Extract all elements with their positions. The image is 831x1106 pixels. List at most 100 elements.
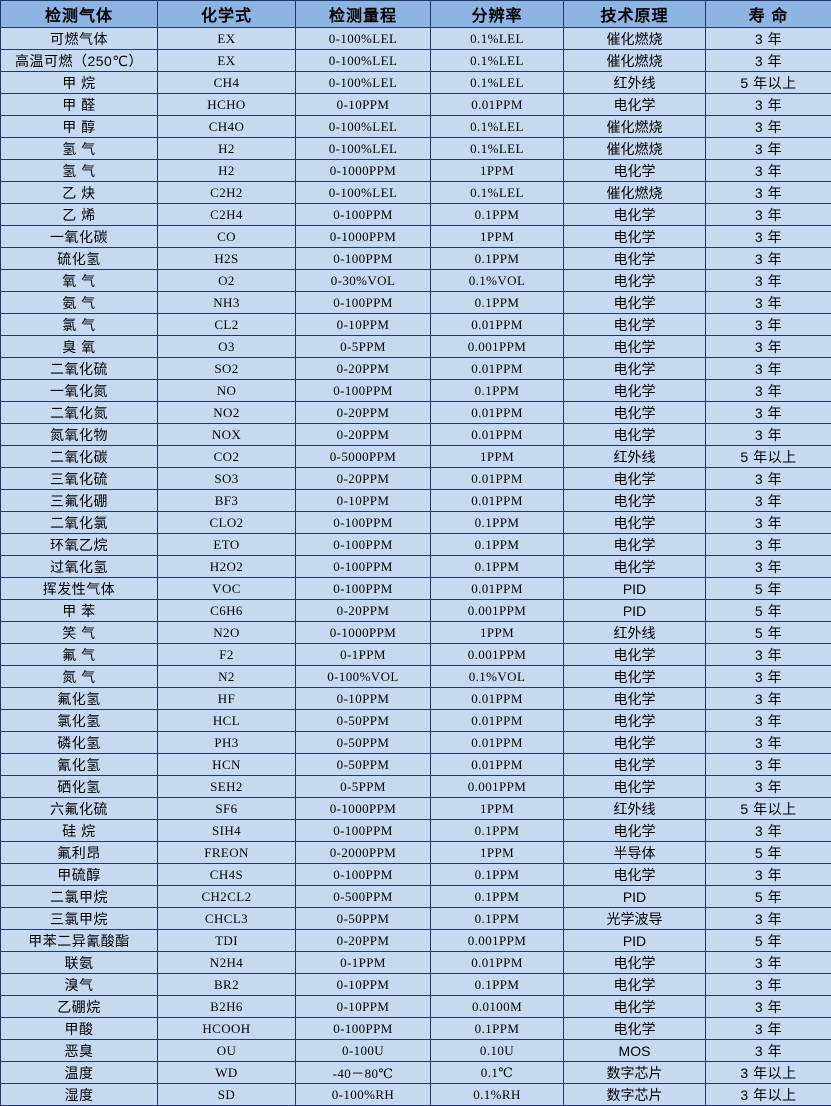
cell-formula: WD bbox=[158, 1062, 296, 1084]
cell-range: 0-100PPM bbox=[296, 820, 431, 842]
cell-name: 笑 气 bbox=[1, 622, 158, 644]
column-header-lifetime: 寿 命 bbox=[706, 1, 831, 28]
cell-res: 0.1%LEL bbox=[431, 182, 564, 204]
cell-range: 0-50PPM bbox=[296, 732, 431, 754]
cell-life: 3 年 bbox=[706, 138, 831, 160]
cell-res: 0.1PPM bbox=[431, 556, 564, 578]
cell-life: 5 年 bbox=[706, 930, 831, 952]
cell-tech: 电化学 bbox=[564, 666, 706, 688]
cell-range: 0-100PPM bbox=[296, 534, 431, 556]
cell-range: 0-100%LEL bbox=[296, 116, 431, 138]
cell-tech: 光学波导 bbox=[564, 908, 706, 930]
cell-tech: 电化学 bbox=[564, 402, 706, 424]
cell-formula: NO2 bbox=[158, 402, 296, 424]
cell-life: 5 年以上 bbox=[706, 446, 831, 468]
cell-life: 5 年以上 bbox=[706, 72, 831, 94]
cell-name: 乙 炔 bbox=[1, 182, 158, 204]
cell-life: 3 年 bbox=[706, 292, 831, 314]
cell-name: 一氧化碳 bbox=[1, 226, 158, 248]
cell-life: 3 年 bbox=[706, 160, 831, 182]
cell-range: 0-20PPM bbox=[296, 600, 431, 622]
cell-res: 0.01PPM bbox=[431, 358, 564, 380]
cell-range: 0-50PPM bbox=[296, 710, 431, 732]
cell-range: 0-1000PPM bbox=[296, 798, 431, 820]
cell-name: 乙 烯 bbox=[1, 204, 158, 226]
cell-life: 3 年 bbox=[706, 1040, 831, 1062]
cell-res: 0.1%LEL bbox=[431, 72, 564, 94]
cell-life: 3 年 bbox=[706, 1018, 831, 1040]
cell-range: 0-100PPM bbox=[296, 292, 431, 314]
cell-tech: 催化燃烧 bbox=[564, 50, 706, 72]
cell-formula: N2O bbox=[158, 622, 296, 644]
cell-life: 3 年以上 bbox=[706, 1084, 831, 1106]
cell-res: 0.1PPM bbox=[431, 512, 564, 534]
cell-formula: HCN bbox=[158, 754, 296, 776]
cell-res: 1PPM bbox=[431, 226, 564, 248]
cell-name: 溴气 bbox=[1, 974, 158, 996]
cell-tech: 电化学 bbox=[564, 556, 706, 578]
cell-res: 0.01PPM bbox=[431, 710, 564, 732]
cell-range: 0-100PPM bbox=[296, 578, 431, 600]
cell-res: 0.1PPM bbox=[431, 204, 564, 226]
cell-name: 一氧化氮 bbox=[1, 380, 158, 402]
cell-res: 0.001PPM bbox=[431, 336, 564, 358]
cell-range: 0-100PPM bbox=[296, 512, 431, 534]
cell-range: 0-10PPM bbox=[296, 974, 431, 996]
cell-formula: HCHO bbox=[158, 94, 296, 116]
cell-name: 氟化氢 bbox=[1, 688, 158, 710]
cell-res: 0.1PPM bbox=[431, 974, 564, 996]
cell-life: 3 年 bbox=[706, 732, 831, 754]
cell-formula: C2H2 bbox=[158, 182, 296, 204]
cell-res: 0.01PPM bbox=[431, 314, 564, 336]
cell-res: 0.1PPM bbox=[431, 820, 564, 842]
cell-res: 0.1PPM bbox=[431, 886, 564, 908]
cell-tech: 电化学 bbox=[564, 270, 706, 292]
cell-tech: 电化学 bbox=[564, 820, 706, 842]
cell-name: 可燃气体 bbox=[1, 28, 158, 50]
cell-tech: 电化学 bbox=[564, 424, 706, 446]
cell-formula: F2 bbox=[158, 644, 296, 666]
cell-name: 过氧化氢 bbox=[1, 556, 158, 578]
cell-res: 1PPM bbox=[431, 798, 564, 820]
cell-formula: HF bbox=[158, 688, 296, 710]
cell-formula: N2 bbox=[158, 666, 296, 688]
cell-formula: CL2 bbox=[158, 314, 296, 336]
cell-res: 0.1PPM bbox=[431, 864, 564, 886]
cell-formula: H2 bbox=[158, 138, 296, 160]
cell-res: 1PPM bbox=[431, 446, 564, 468]
cell-res: 0.01PPM bbox=[431, 94, 564, 116]
cell-range: 0-100%VOL bbox=[296, 666, 431, 688]
column-header-technology: 技术原理 bbox=[564, 1, 706, 28]
cell-range: 0-10PPM bbox=[296, 314, 431, 336]
cell-res: 0.1PPM bbox=[431, 380, 564, 402]
cell-formula: HCOOH bbox=[158, 1018, 296, 1040]
cell-life: 3 年以上 bbox=[706, 1062, 831, 1084]
cell-name: 三氟化硼 bbox=[1, 490, 158, 512]
cell-res: 0.01PPM bbox=[431, 424, 564, 446]
cell-range: 0-5PPM bbox=[296, 336, 431, 358]
cell-res: 0.001PPM bbox=[431, 930, 564, 952]
cell-range: 0-100PPM bbox=[296, 864, 431, 886]
cell-life: 5 年 bbox=[706, 578, 831, 600]
cell-life: 3 年 bbox=[706, 468, 831, 490]
cell-tech: 电化学 bbox=[564, 380, 706, 402]
cell-range: 0-10PPM bbox=[296, 94, 431, 116]
